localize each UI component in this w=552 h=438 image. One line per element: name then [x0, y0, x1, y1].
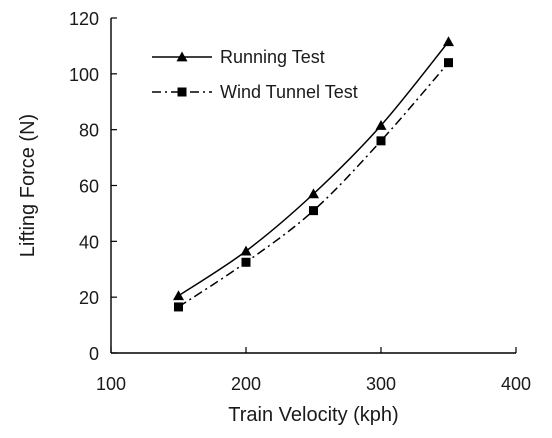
legend-entry: Wind Tunnel Test: [152, 82, 358, 102]
series-1: [174, 58, 453, 312]
series-0: [173, 36, 454, 301]
series-line: [178, 41, 450, 297]
legend-label: Wind Tunnel Test: [220, 82, 358, 102]
data-point: [240, 245, 252, 256]
data-point: [376, 136, 386, 146]
y-tick-label: 80: [79, 121, 99, 141]
axes-layer: 0 20 40 60 80 100 120 100 200 300 400: [69, 9, 531, 394]
y-tick-label: 60: [79, 177, 99, 197]
data-point: [375, 119, 387, 130]
x-axis-label: Train Velocity (kph): [228, 404, 398, 426]
y-tick-label: 100: [69, 65, 99, 85]
legend-entry: Running Test: [152, 47, 325, 67]
x-tick-label: 400: [501, 374, 531, 394]
x-tick-label: 300: [366, 374, 396, 394]
data-point: [241, 257, 251, 267]
x-tick-label: 100: [96, 374, 126, 394]
data-point: [308, 188, 319, 199]
legend-marker: [177, 87, 187, 97]
y-tick-label: 120: [69, 9, 99, 29]
legend-marker: [176, 51, 188, 62]
data-point: [173, 290, 184, 301]
legend: Running Test Wind Tunnel Test: [152, 47, 358, 102]
legend-label: Running Test: [220, 47, 325, 67]
y-tick-label: 20: [79, 288, 99, 308]
data-point: [444, 58, 453, 68]
data-point: [174, 302, 183, 312]
x-tick-label: 200: [231, 374, 261, 394]
y-tick-label: 0: [89, 344, 99, 364]
data-point: [309, 206, 318, 216]
series-layer: [173, 36, 454, 312]
y-axis-label: Lifting Force (N): [17, 114, 39, 257]
y-tick-label: 40: [79, 232, 99, 252]
data-point: [443, 36, 454, 47]
